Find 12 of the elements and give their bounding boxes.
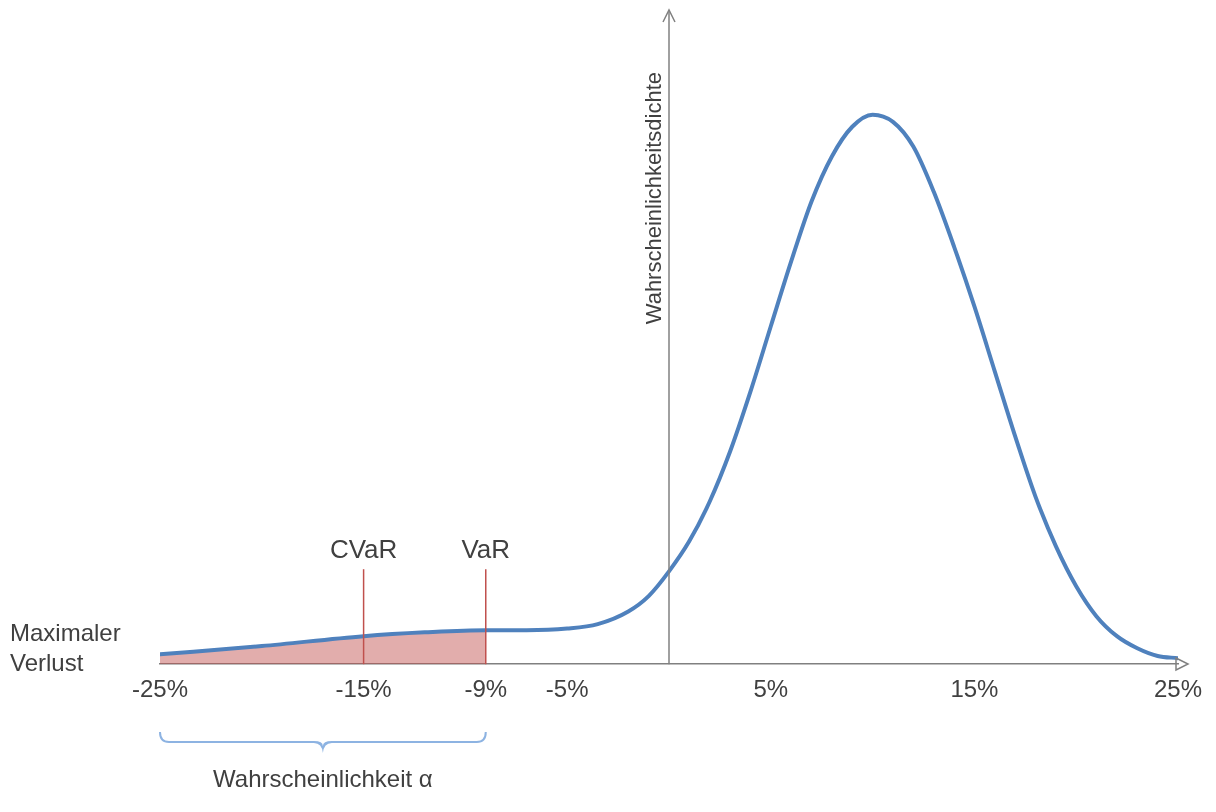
ref-line-label: CVaR: [329, 534, 398, 565]
x-tick-label: -5%: [545, 675, 589, 703]
annotation: Maximaler Verlust: [10, 618, 121, 676]
text: Wahrscheinlichkeit α: [213, 764, 433, 792]
x-tick-label: 5%: [753, 675, 789, 703]
x-tick-label: 15%: [950, 675, 999, 703]
x-tick-label: -9%: [464, 675, 508, 703]
x-tick-label: -15%: [335, 675, 392, 703]
x-tick-label: -25%: [131, 675, 189, 703]
x-tick-label: 25%: [1153, 675, 1203, 703]
ref-line-label: VaR: [461, 534, 511, 565]
y-axis-title: Wahrscheinlichkeitsdichte: [641, 72, 667, 325]
